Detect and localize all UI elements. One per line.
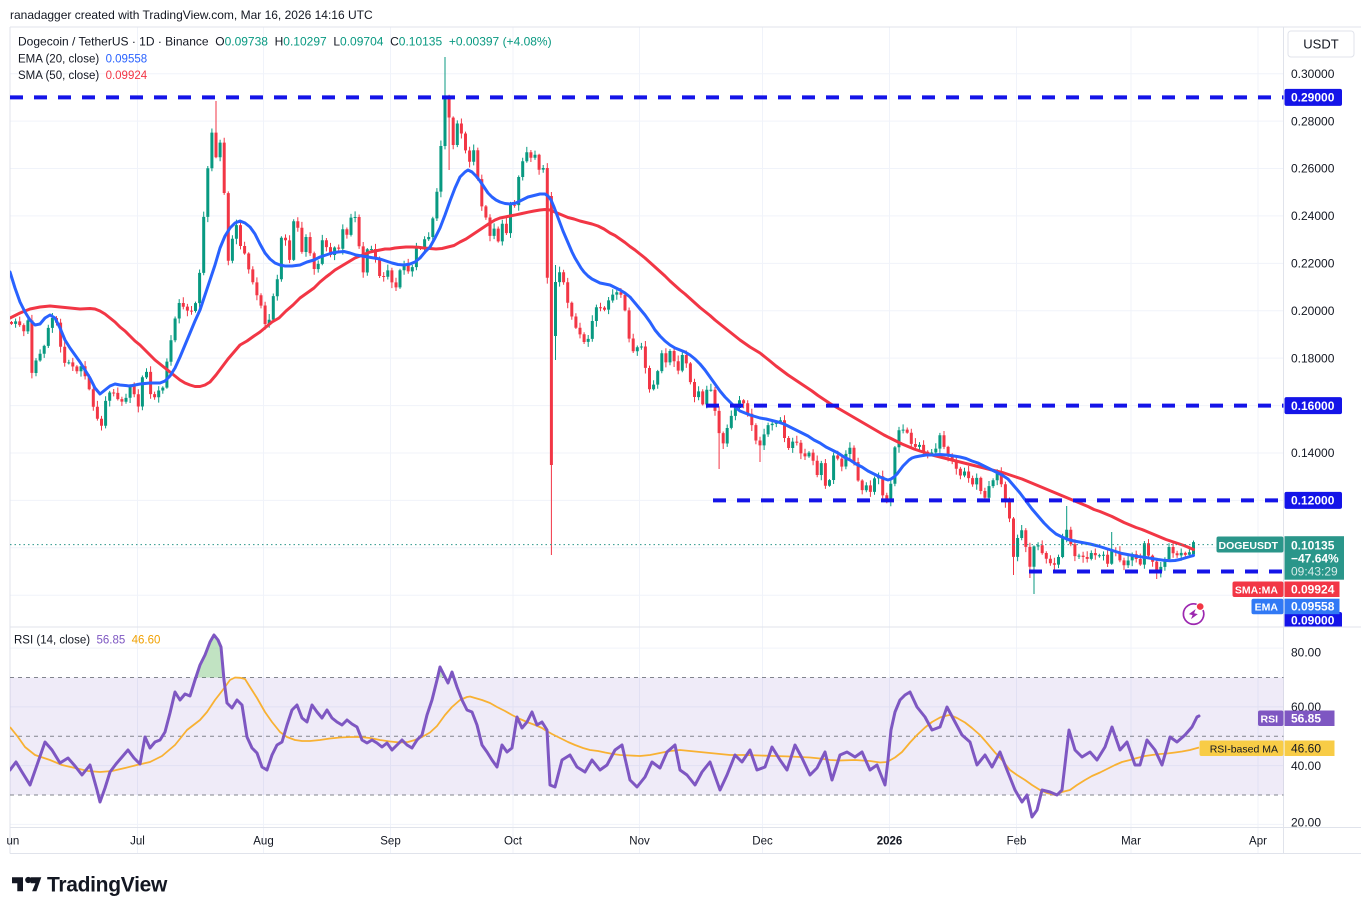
svg-text:2026: 2026 bbox=[877, 836, 903, 848]
svg-text:Mar: Mar bbox=[1121, 836, 1141, 848]
svg-text:RSI-based MA: RSI-based MA bbox=[1210, 744, 1278, 756]
svg-text:Nov: Nov bbox=[629, 836, 650, 848]
svg-text:EMA: EMA bbox=[1255, 602, 1279, 614]
svg-text:Aug: Aug bbox=[253, 836, 273, 848]
svg-text:0.09924: 0.09924 bbox=[1291, 583, 1335, 597]
svg-text:Sep: Sep bbox=[380, 836, 400, 848]
svg-text:−47.64%: −47.64% bbox=[1291, 552, 1339, 566]
svg-text:USDT: USDT bbox=[1303, 37, 1338, 52]
svg-text:80.00: 80.00 bbox=[1291, 646, 1321, 660]
svg-text:Apr: Apr bbox=[1249, 836, 1267, 848]
svg-text:ranadagger created with Tradin: ranadagger created with TradingView.com,… bbox=[10, 8, 373, 22]
svg-text:0.10135: 0.10135 bbox=[1291, 539, 1335, 553]
svg-text:0.22000: 0.22000 bbox=[1291, 257, 1335, 271]
svg-text:0.29000: 0.29000 bbox=[1291, 91, 1335, 105]
svg-text:Oct: Oct bbox=[504, 836, 523, 848]
svg-text:0.20000: 0.20000 bbox=[1291, 304, 1335, 318]
svg-text:0.24000: 0.24000 bbox=[1291, 209, 1335, 223]
svg-text:0.12000: 0.12000 bbox=[1291, 494, 1335, 508]
svg-text:0.30000: 0.30000 bbox=[1291, 67, 1335, 81]
svg-text:Jul: Jul bbox=[130, 836, 145, 848]
svg-text:Dec: Dec bbox=[752, 836, 773, 848]
svg-text:0.26000: 0.26000 bbox=[1291, 162, 1335, 176]
svg-text:46.60: 46.60 bbox=[1291, 742, 1321, 756]
svg-text:09:43:29: 09:43:29 bbox=[1291, 565, 1338, 579]
svg-text:0.28000: 0.28000 bbox=[1291, 114, 1335, 128]
svg-text:SMA:MA: SMA:MA bbox=[1235, 585, 1279, 597]
svg-text:0.09000: 0.09000 bbox=[1291, 614, 1335, 628]
svg-text:RSI (14, close) 56.85 46.60: RSI (14, close) 56.85 46.60 bbox=[14, 635, 160, 647]
svg-text:0.09558: 0.09558 bbox=[1291, 600, 1335, 614]
svg-text:0.16000: 0.16000 bbox=[1291, 399, 1335, 413]
svg-text:56.85: 56.85 bbox=[1291, 712, 1321, 726]
svg-text:Jun: Jun bbox=[1, 836, 20, 848]
svg-text:EMA (20, close) 0.09558: EMA (20, close) 0.09558 bbox=[18, 54, 147, 66]
svg-text:Dogecoin / TetherUS · 1D · Bin: Dogecoin / TetherUS · 1D · Binance O0.09… bbox=[18, 35, 552, 49]
svg-text:DOGEUSDT: DOGEUSDT bbox=[1218, 540, 1278, 552]
svg-text:0.18000: 0.18000 bbox=[1291, 351, 1335, 365]
svg-text:RSI: RSI bbox=[1260, 714, 1278, 726]
svg-text:20.00: 20.00 bbox=[1291, 816, 1321, 830]
svg-text:Feb: Feb bbox=[1007, 836, 1027, 848]
svg-text:SMA (50, close) 0.09924: SMA (50, close) 0.09924 bbox=[18, 70, 148, 82]
svg-text:TradingView: TradingView bbox=[47, 874, 168, 897]
svg-text:0.14000: 0.14000 bbox=[1291, 446, 1335, 460]
svg-text:40.00: 40.00 bbox=[1291, 759, 1321, 773]
